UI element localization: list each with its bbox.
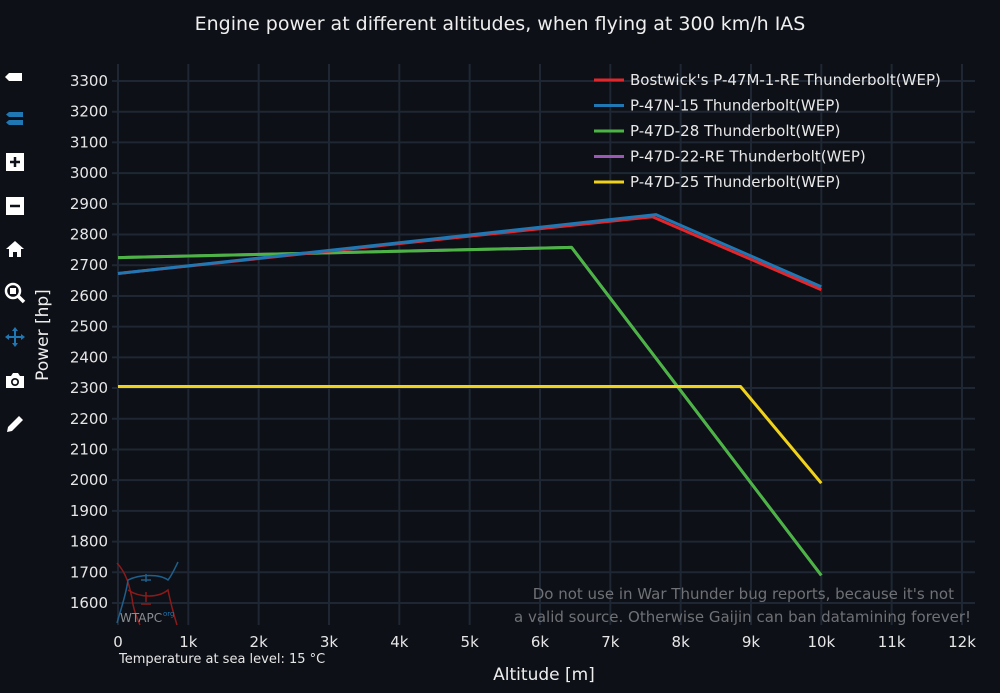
y-tick-label: 2500 (70, 318, 108, 336)
x-tick-label: 3k (320, 633, 339, 651)
legend-item[interactable]: Bostwick's P-47M-1-RE Thunderbolt(WEP) (594, 71, 941, 89)
x-tick-label: 11k (878, 633, 906, 651)
x-tick-label: 1k (179, 633, 198, 651)
legend-label: P-47D-22-RE Thunderbolt(WEP) (630, 148, 866, 166)
legend-label: P-47D-28 Thunderbolt(WEP) (630, 122, 840, 140)
zoom-box-icon[interactable] (4, 282, 26, 304)
y-tick-label: 2400 (70, 348, 108, 366)
y-tick-label: 3200 (70, 103, 108, 121)
home-icon[interactable] (4, 238, 26, 260)
x-tick-label: 0 (113, 633, 123, 651)
x-tick-label: 8k (672, 633, 691, 651)
zoom-in-icon[interactable] (4, 151, 26, 173)
legend[interactable]: Bostwick's P-47M-1-RE Thunderbolt(WEP) P-… (594, 71, 941, 191)
y-tick-label: 2700 (70, 256, 108, 274)
watermark-line-1: Do not use in War Thunder bug reports, b… (533, 585, 954, 603)
y-tick-label: 1700 (70, 563, 108, 581)
y-tick-label: 1800 (70, 533, 108, 551)
x-axis-ticks: 0 1k 2k 3k 4k 5k 6k 7k 8k 9k 10k 11k 12k (113, 633, 976, 651)
y-tick-label: 1900 (70, 502, 108, 520)
y-tick-label: 2600 (70, 287, 108, 305)
x-tick-label: 5k (461, 633, 480, 651)
x-tick-label: 12k (948, 633, 976, 651)
camera-icon[interactable] (4, 369, 26, 391)
watermark-line-2: a valid source. Otherwise Gaijin can ban… (514, 608, 971, 626)
y-tick-label: 2100 (70, 440, 108, 458)
legend-item[interactable]: P-47D-28 Thunderbolt(WEP) (594, 122, 840, 140)
logo-text: WTAPC (120, 611, 162, 625)
y-tick-label: 1600 (70, 594, 108, 612)
closest-data-icon[interactable] (4, 108, 26, 130)
x-axis-label: Altitude [m] (493, 665, 595, 685)
x-tick-label: 7k (601, 633, 620, 651)
y-tick-label: 2300 (70, 379, 108, 397)
series-line (117, 245, 823, 577)
y-tick-label: 2800 (70, 226, 108, 244)
y-tick-label: 2000 (70, 471, 108, 489)
y-axis-label: Power [hp] (33, 289, 53, 381)
legend-label: Bostwick's P-47M-1-RE Thunderbolt(WEP) (630, 71, 941, 89)
pencil-icon[interactable] (4, 413, 26, 435)
pan-icon[interactable] (4, 326, 26, 348)
y-tick-label: 2900 (70, 195, 108, 213)
x-tick-label: 6k (531, 633, 550, 651)
y-tick-label: 3300 (70, 72, 108, 90)
series-line (118, 385, 823, 485)
x-tick-label: 10k (807, 633, 835, 651)
legend-label: P-47D-25 Thunderbolt(WEP) (630, 173, 840, 191)
logo-sup: org (163, 610, 174, 618)
chart-title: Engine power at different altitudes, whe… (195, 13, 806, 35)
grid (112, 64, 975, 625)
x-tick-label: 9k (742, 633, 761, 651)
y-tick-label: 3000 (70, 164, 108, 182)
y-tick-label: 3100 (70, 133, 108, 151)
compare-hover-icon[interactable] (4, 66, 26, 88)
temperature-note: Temperature at sea level: 15 °C (118, 652, 325, 667)
x-tick-label: 4k (390, 633, 409, 651)
y-tick-label: 2200 (70, 410, 108, 428)
series-lines (117, 213, 823, 577)
legend-item[interactable]: P-47D-22-RE Thunderbolt(WEP) (594, 148, 866, 166)
wtapc-logo: WTAPC org (116, 561, 179, 626)
zoom-out-icon[interactable] (4, 195, 26, 217)
legend-item[interactable]: P-47D-25 Thunderbolt(WEP) (594, 173, 840, 191)
series-line (117, 213, 822, 289)
legend-item[interactable]: P-47N-15 Thunderbolt(WEP) (594, 97, 840, 115)
legend-label: P-47N-15 Thunderbolt(WEP) (630, 97, 840, 115)
x-tick-label: 2k (250, 633, 269, 651)
y-axis-ticks: 1600 1700 1800 1900 2000 2100 2200 2300 2400 2500… (70, 72, 108, 612)
